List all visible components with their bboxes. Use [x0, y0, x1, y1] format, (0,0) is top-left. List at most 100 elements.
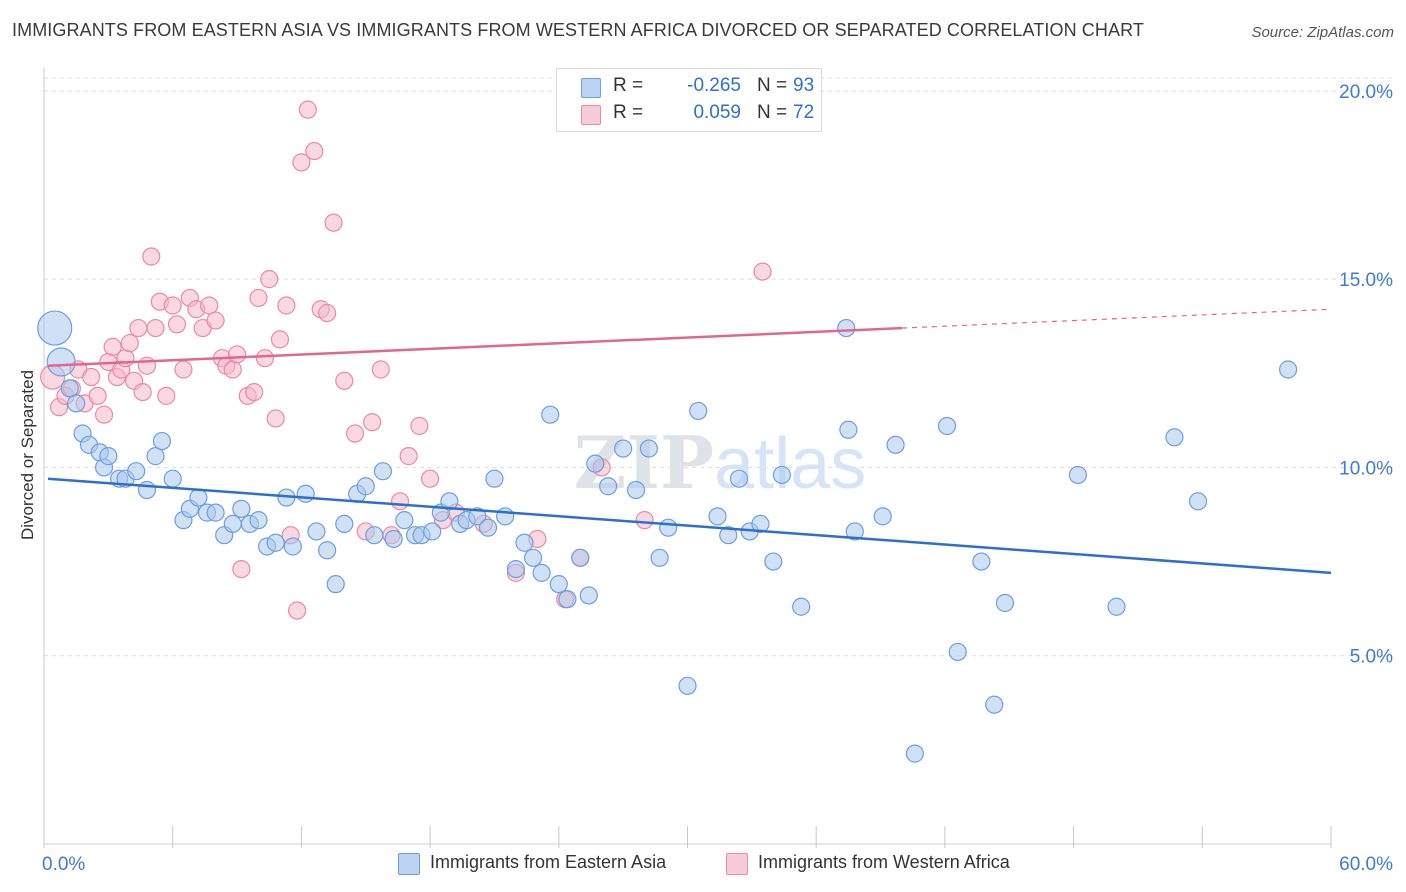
- eastern-asia-point: [318, 541, 337, 560]
- eastern-asia-point: [266, 533, 285, 552]
- western-africa-point: [223, 360, 242, 379]
- eastern-asia-point: [506, 559, 526, 579]
- western-africa-point: [157, 386, 176, 405]
- western-africa-point: [371, 360, 390, 379]
- eastern-asia-point: [137, 480, 157, 500]
- eastern-asia-point: [485, 469, 504, 488]
- eastern-asia-point: [579, 586, 598, 605]
- eastern-asia-point: [729, 469, 749, 488]
- western-africa-point: [82, 367, 101, 387]
- western-africa-point: [399, 447, 418, 466]
- x-tick-label: 60.0%: [1339, 854, 1393, 875]
- eastern-asia-point: [985, 695, 1004, 714]
- eastern-asia-point: [496, 507, 515, 526]
- eastern-asia-point: [948, 642, 967, 662]
- eastern-asia-point: [792, 597, 811, 616]
- eastern-asia-point: [468, 507, 487, 526]
- western-africa-point: [88, 386, 107, 405]
- eastern-asia-point: [296, 484, 315, 503]
- eastern-asia-point: [373, 462, 393, 481]
- legend-r-value: -0.265: [687, 75, 741, 96]
- western-africa-point: [103, 337, 122, 357]
- western-africa-point: [363, 413, 382, 432]
- western-africa-point: [324, 213, 343, 232]
- eastern-asia-point: [751, 514, 770, 534]
- western-africa-point: [200, 296, 219, 315]
- eastern-asia-point: [249, 511, 268, 530]
- western-africa-point: [753, 262, 772, 281]
- x-tick-label: 0.0%: [42, 854, 85, 875]
- western-africa-point: [318, 303, 337, 323]
- bottom-legend-swatch-western-africa: [726, 853, 748, 875]
- eastern-asia-point: [223, 514, 242, 534]
- eastern-asia-point: [772, 465, 791, 485]
- western-africa-point: [390, 492, 410, 511]
- western-africa-point: [266, 409, 285, 428]
- y-tick-label: 15.0%: [1339, 270, 1393, 291]
- eastern-asia-point: [384, 529, 403, 549]
- eastern-asia-point: [307, 522, 326, 541]
- western-africa-point: [298, 100, 317, 119]
- eastern-asia-point: [689, 401, 708, 421]
- eastern-asia-point: [708, 507, 727, 526]
- western-africa-point: [232, 559, 251, 579]
- western-africa-point: [277, 296, 296, 315]
- eastern-asia-point: [356, 477, 375, 496]
- legend-swatch-eastern-asia: [581, 78, 601, 98]
- western-africa-point: [410, 416, 429, 436]
- legend-n-value: 72: [793, 102, 815, 123]
- legend-r-label: R =: [613, 102, 644, 123]
- eastern-asia-point: [283, 537, 302, 556]
- western-africa-point: [227, 345, 247, 364]
- eastern-asia-point: [599, 477, 618, 496]
- eastern-asia-point: [639, 439, 658, 458]
- eastern-asia-point: [1188, 492, 1208, 511]
- eastern-asia-point: [146, 447, 165, 466]
- eastern-asia-point: [1107, 597, 1126, 616]
- legend-r-label: R =: [613, 75, 644, 96]
- bottom-legend-label-western-africa: Immigrants from Western Africa: [758, 852, 1010, 872]
- eastern-asia-point: [886, 435, 905, 454]
- correlation-legend: R = -0.265 N = 93 R = 0.059 N = 72: [556, 68, 822, 132]
- western-africa-point: [305, 141, 324, 161]
- eastern-asia-point: [873, 507, 892, 526]
- eastern-asia-point: [558, 590, 577, 609]
- western-africa-trendline-extension: [901, 308, 1332, 329]
- eastern-asia-point: [37, 310, 73, 346]
- legend-n-value: 93: [793, 75, 815, 96]
- y-tick-label: 10.0%: [1339, 458, 1393, 479]
- eastern-asia-point: [1068, 465, 1087, 485]
- western-africa-point: [120, 334, 139, 353]
- western-africa-point: [270, 330, 290, 349]
- eastern-asia-point: [719, 526, 738, 545]
- western-africa-point: [146, 318, 165, 338]
- eastern-asia-point: [839, 420, 858, 439]
- eastern-asia-point: [1165, 428, 1184, 447]
- western-africa-point: [255, 349, 275, 368]
- y-tick-label: 20.0%: [1339, 82, 1393, 103]
- eastern-asia-point: [541, 405, 560, 424]
- legend-r-value: 0.059: [693, 102, 741, 123]
- eastern-asia-point: [905, 744, 924, 763]
- bottom-legend-swatch-eastern-asia: [398, 853, 420, 875]
- western-africa-point: [163, 296, 182, 315]
- eastern-asia-point: [365, 526, 384, 545]
- western-africa-point: [116, 349, 135, 368]
- y-axis-label: Divorced or Separated: [18, 369, 37, 541]
- legend-n-label: N =: [757, 102, 788, 123]
- eastern-asia-point: [586, 454, 605, 473]
- eastern-asia-point: [845, 522, 864, 541]
- eastern-asia-point: [335, 514, 354, 534]
- eastern-asia-point: [515, 533, 534, 552]
- eastern-asia-point: [614, 439, 633, 458]
- eastern-asia-point: [764, 552, 783, 571]
- western-africa-point: [345, 424, 365, 443]
- legend-n-label: N =: [757, 75, 788, 96]
- eastern-asia-point: [523, 548, 543, 567]
- western-africa-trendline: [47, 326, 903, 367]
- western-africa-point: [260, 270, 279, 289]
- source-label: Source: ZipAtlas.com: [1251, 24, 1394, 41]
- eastern-asia-point: [440, 492, 459, 511]
- western-africa-point: [292, 153, 311, 172]
- western-africa-point: [206, 311, 225, 330]
